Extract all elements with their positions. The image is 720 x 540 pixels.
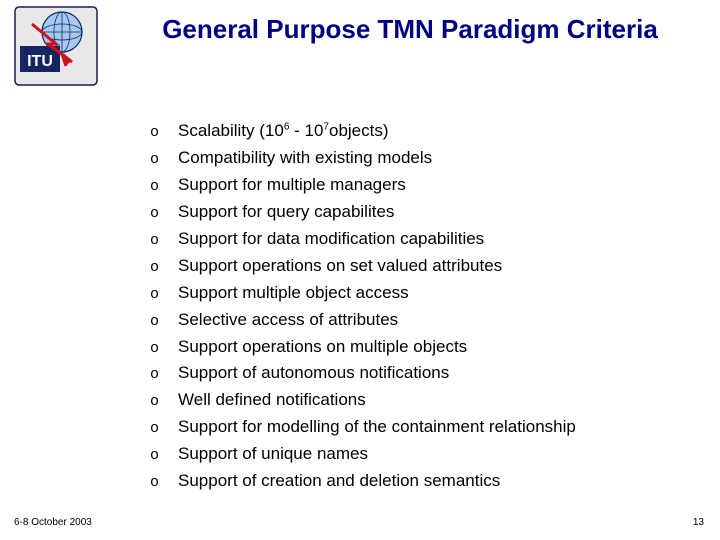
bullet-text: Support multiple object access [178, 282, 409, 305]
bullet-marker: o [150, 313, 178, 330]
bullet-text: Support operations on set valued attribu… [178, 255, 502, 278]
slide-title: General Purpose TMN Paradigm Criteria [120, 14, 700, 45]
bullet-marker: o [150, 151, 178, 168]
bullet-marker: o [150, 474, 178, 491]
footer-page-number: 13 [693, 517, 704, 528]
bullet-marker: o [150, 178, 178, 195]
bullet-text: Compatibility with existing models [178, 147, 432, 170]
svg-text:ITU: ITU [27, 53, 53, 70]
bullet-marker: o [150, 124, 178, 141]
bullet-text: Support of autonomous notifications [178, 362, 449, 385]
list-item: oWell defined notifications [150, 389, 690, 412]
bullet-marker: o [150, 205, 178, 222]
list-item: oSupport multiple object access [150, 282, 690, 305]
bullet-text: Support of unique names [178, 443, 368, 466]
bullet-text: Support for modelling of the containment… [178, 416, 576, 439]
bullet-text: Support for query capabilites [178, 201, 394, 224]
bullet-text: Support for data modification capabiliti… [178, 228, 484, 251]
bullet-list: oScalability (106 - 107objects)oCompatib… [150, 120, 690, 497]
list-item: oSelective access of attributes [150, 309, 690, 332]
bullet-marker: o [150, 286, 178, 303]
list-item: oCompatibility with existing models [150, 147, 690, 170]
bullet-marker: o [150, 340, 178, 357]
bullet-text: Scalability (106 - 107objects) [178, 120, 389, 143]
bullet-text: Well defined notifications [178, 389, 366, 412]
bullet-marker: o [150, 366, 178, 383]
list-item: oSupport of unique names [150, 443, 690, 466]
list-item: oSupport for multiple managers [150, 174, 690, 197]
bullet-text: Support of creation and deletion semanti… [178, 470, 500, 493]
bullet-text: Selective access of attributes [178, 309, 398, 332]
bullet-text: Support for multiple managers [178, 174, 406, 197]
list-item: oSupport for query capabilites [150, 201, 690, 224]
list-item: oSupport operations on multiple objects [150, 336, 690, 359]
list-item: oSupport for modelling of the containmen… [150, 416, 690, 439]
list-item: oScalability (106 - 107objects) [150, 120, 690, 143]
bullet-marker: o [150, 447, 178, 464]
itu-logo: ITU [14, 6, 98, 86]
list-item: oSupport of creation and deletion semant… [150, 470, 690, 493]
bullet-marker: o [150, 393, 178, 410]
list-item: oSupport for data modification capabilit… [150, 228, 690, 251]
bullet-text: Support operations on multiple objects [178, 336, 467, 359]
bullet-marker: o [150, 259, 178, 276]
list-item: oSupport operations on set valued attrib… [150, 255, 690, 278]
bullet-marker: o [150, 232, 178, 249]
footer-date: 6-8 October 2003 [14, 517, 92, 528]
bullet-marker: o [150, 420, 178, 437]
list-item: oSupport of autonomous notifications [150, 362, 690, 385]
